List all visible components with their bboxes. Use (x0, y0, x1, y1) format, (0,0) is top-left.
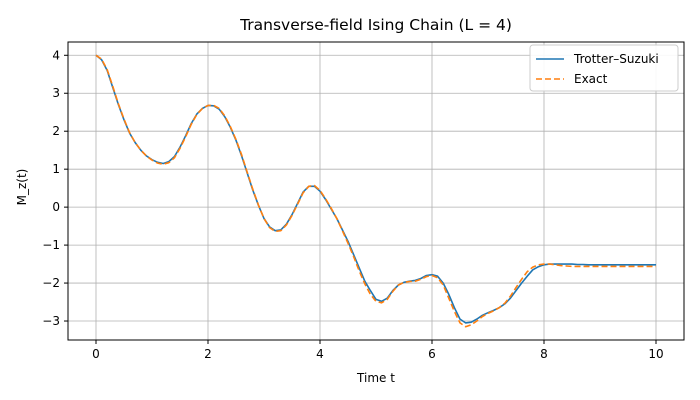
y-tick-label: 4 (52, 48, 60, 62)
y-tick-label: −1 (42, 238, 60, 252)
legend-label-exact: Exact (574, 72, 608, 86)
y-tick-label: 0 (52, 200, 60, 214)
y-tick-label: −2 (42, 276, 60, 290)
y-tick-label: 3 (52, 86, 60, 100)
x-axis-label: Time t (356, 371, 395, 385)
x-tick-label: 6 (428, 347, 436, 361)
y-tick-label: −3 (42, 314, 60, 328)
x-tick-label: 0 (92, 347, 100, 361)
legend: Trotter–Suzuki Exact (529, 44, 679, 92)
plot-frame (67, 41, 685, 341)
y-axis-label: M_z(t) (15, 169, 29, 206)
y-tick-label: 2 (52, 124, 60, 138)
x-tick-label: 4 (316, 347, 324, 361)
x-tick-label: 2 (204, 347, 212, 361)
y-tick-label: 1 (52, 162, 60, 176)
x-tick-label: 10 (648, 347, 663, 361)
legend-label-trotter-suzuki: Trotter–Suzuki (573, 52, 659, 66)
chart-title: Transverse-field Ising Chain (L = 4) (239, 16, 512, 34)
series-line-exact (95, 54, 656, 328)
legend-box (529, 44, 679, 92)
x-tick-label: 8 (540, 347, 548, 361)
